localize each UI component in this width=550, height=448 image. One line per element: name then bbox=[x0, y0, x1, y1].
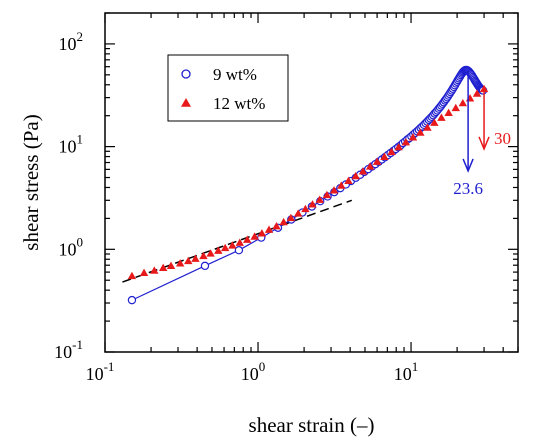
series-2-point bbox=[394, 142, 403, 151]
series-2-point bbox=[401, 138, 411, 146]
y-tick-label-base: 10 bbox=[59, 137, 77, 157]
legend-label-1: 9 wt% bbox=[213, 65, 257, 84]
annotations: 23.6 30 bbox=[453, 69, 511, 198]
y-tick-label-base: 10 bbox=[54, 342, 72, 362]
series-2-point bbox=[329, 186, 339, 194]
annotation-label-1: 23.6 bbox=[453, 179, 483, 198]
series-2-point bbox=[264, 225, 274, 233]
series-2-point bbox=[175, 259, 185, 267]
series-2-point bbox=[465, 94, 475, 102]
series-2-point bbox=[286, 213, 296, 222]
y-tick-label: 100 bbox=[59, 234, 84, 259]
series-2-point bbox=[437, 113, 446, 121]
series-2-point bbox=[243, 235, 252, 243]
series-2-point bbox=[206, 249, 215, 257]
series-2-point bbox=[430, 118, 439, 126]
plot-frame bbox=[104, 12, 519, 353]
series-1-point bbox=[200, 261, 210, 271]
series-2-point bbox=[257, 229, 267, 237]
y-tick-label: 102 bbox=[59, 29, 84, 54]
plot-area bbox=[122, 65, 489, 305]
legend-label-2: 12 wt% bbox=[213, 94, 265, 113]
series-2-point bbox=[479, 84, 489, 93]
series-2-point bbox=[380, 152, 389, 160]
series-2-point bbox=[301, 204, 310, 213]
series-2-point bbox=[228, 241, 237, 249]
series-2-point bbox=[308, 200, 317, 208]
y-tick-label-exponent: 1 bbox=[77, 132, 84, 147]
series-2-point bbox=[472, 89, 482, 97]
y-tick-label: 101 bbox=[59, 132, 84, 157]
series-2-point bbox=[293, 209, 303, 217]
series-2-point bbox=[444, 108, 453, 117]
series-2-point bbox=[158, 263, 168, 271]
series-2-point bbox=[337, 181, 346, 189]
series-2-point bbox=[220, 243, 230, 252]
series-2-point bbox=[214, 246, 223, 254]
series-2-point bbox=[250, 232, 259, 240]
y-tick-label-base: 10 bbox=[59, 239, 77, 259]
x-tick-label-base: 10 bbox=[241, 364, 259, 384]
series-2-point bbox=[365, 162, 375, 170]
series-2-point bbox=[458, 98, 468, 107]
series-1-point bbox=[234, 246, 244, 255]
series-2-point bbox=[139, 268, 149, 276]
series-2-point bbox=[272, 221, 281, 230]
series-2-point bbox=[184, 256, 193, 265]
annotation-arrowhead-2 bbox=[478, 136, 490, 151]
y-tick-label: 10-1 bbox=[54, 337, 83, 362]
x-tick-label: 100 bbox=[241, 359, 266, 384]
x-tick-label-exponent: -1 bbox=[104, 359, 115, 374]
y-tick-label-exponent: -1 bbox=[72, 337, 83, 352]
annotation-arrowhead-1 bbox=[462, 158, 474, 173]
series-2-point bbox=[166, 261, 176, 270]
y-tick-label-exponent: 2 bbox=[77, 29, 84, 44]
x-tick-label-exponent: 1 bbox=[412, 359, 419, 374]
series-2-point bbox=[416, 128, 425, 136]
series-2-point bbox=[150, 266, 159, 274]
series-2-point bbox=[199, 251, 208, 260]
series-2-point bbox=[235, 238, 244, 246]
series-2-point bbox=[408, 133, 418, 141]
y-axis-title: shear stress (Pa) bbox=[19, 114, 43, 250]
x-tick-label: 101 bbox=[394, 359, 419, 384]
series-2-point bbox=[127, 271, 137, 280]
y-tick-label-base: 10 bbox=[59, 34, 77, 54]
annotation-label-2: 30 bbox=[494, 129, 511, 148]
x-tick-label: 10-1 bbox=[86, 359, 115, 384]
series-2-point bbox=[423, 123, 432, 131]
y-tick-label-exponent: 0 bbox=[77, 234, 84, 249]
legend-marker-2 bbox=[181, 98, 191, 107]
series-2-point bbox=[344, 176, 353, 185]
x-axis-title: shear strain (–) bbox=[249, 413, 375, 437]
series-2-point bbox=[387, 147, 396, 156]
series-2-point bbox=[279, 217, 288, 226]
series-2-point bbox=[351, 171, 360, 180]
x-tick-label-base: 10 bbox=[86, 364, 104, 384]
series-2-point bbox=[372, 157, 382, 165]
legend: 9 wt% 12 wt% bbox=[167, 54, 289, 122]
x-tick-label-base: 10 bbox=[394, 364, 412, 384]
x-tick-label-exponent: 0 bbox=[259, 359, 266, 374]
series-2-point bbox=[315, 195, 324, 203]
series-1-point bbox=[127, 295, 137, 305]
series-2-point bbox=[451, 103, 460, 112]
fit-line bbox=[122, 199, 353, 283]
legend-marker-1 bbox=[181, 69, 191, 79]
series-2-point bbox=[191, 254, 200, 262]
series-2-point bbox=[322, 190, 332, 199]
legend-box bbox=[167, 54, 289, 122]
series-2-point bbox=[358, 167, 368, 175]
